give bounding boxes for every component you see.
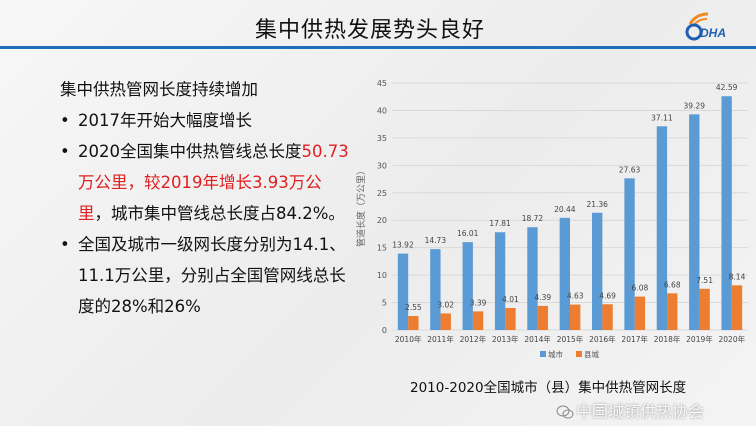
legend-swatch (540, 351, 546, 357)
bullet-item: • 2020全国集中供热管线总长度50.73万公里，较2019年增长3.93万公里… (60, 142, 349, 223)
data-label: 6.08 (632, 284, 649, 293)
bar-县城 (505, 307, 516, 330)
bar-县城 (634, 296, 646, 330)
data-label: 21.36 (586, 200, 608, 209)
bar-县城 (699, 288, 710, 330)
y-tick-label: 25 (377, 189, 387, 198)
data-label: 4.39 (534, 293, 551, 302)
data-label: 8.14 (729, 272, 746, 281)
x-tick-label: 2011年 (427, 334, 454, 344)
bar-城市 (527, 227, 538, 330)
bar-城市 (592, 212, 603, 330)
x-tick-label: 2018年 (654, 334, 681, 344)
x-tick-label: 2016年 (589, 334, 616, 344)
data-label: 39.29 (684, 101, 706, 110)
data-label: 27.63 (619, 165, 641, 174)
data-label: 3.02 (437, 300, 454, 309)
bar-城市 (559, 217, 570, 330)
bar-城市 (494, 232, 506, 330)
bar-县城 (602, 304, 613, 330)
x-tick-label: 2010年 (395, 334, 422, 344)
y-tick-label: 10 (377, 271, 387, 280)
summary-text: 集中供热管网长度持续增加 • 2017年开始大幅度增长 • 2020全国集中供热管线… (60, 74, 350, 322)
legend-swatch (576, 351, 582, 357)
y-tick-label: 5 (382, 299, 387, 308)
y-tick-label: 35 (377, 134, 387, 143)
bar-城市 (656, 126, 668, 330)
bar-县城 (731, 285, 743, 330)
y-axis-label: 管道长度（万公里） (355, 166, 367, 247)
svg-text:DHA: DHA (700, 26, 726, 40)
y-tick-label: 40 (377, 106, 387, 115)
data-label: 20.44 (554, 205, 576, 214)
data-label: 4.63 (567, 292, 584, 301)
y-tick-label: 15 (377, 244, 387, 253)
legend-label: 县城 (584, 350, 599, 359)
data-label: 13.92 (392, 241, 414, 250)
chart-title: 2010-2020全国城市（县）集中供热管网长度 (410, 380, 687, 396)
bar-城市 (430, 249, 441, 330)
bar-chart: 0 5 10 15 20 25 30 35 40 45 管道长度（万公里） 13.92 2.55 2010… (355, 79, 748, 359)
wechat-icon (556, 405, 574, 419)
bar-县城 (472, 311, 484, 330)
data-label: 42.59 (716, 83, 738, 92)
data-label: 17.81 (489, 219, 511, 228)
slide-title: 集中供热发展势头良好 (254, 18, 485, 43)
data-label: 7.51 (696, 276, 713, 285)
bar-城市 (721, 96, 732, 330)
data-label: 4.01 (502, 295, 519, 304)
watermark: 中国城镇供热协会 (576, 402, 705, 421)
data-label: 37.11 (651, 113, 673, 122)
x-tick-label: 2013年 (492, 334, 519, 344)
section-heading: 集中供热管网长度持续增加 (60, 80, 258, 99)
bar-县城 (570, 304, 581, 330)
bar-县城 (408, 316, 419, 330)
y-tick-label: 30 (377, 161, 387, 170)
data-label: 4.69 (599, 291, 616, 300)
y-tick-label: 45 (377, 79, 387, 88)
bar-城市 (689, 114, 700, 330)
y-tick-label: 20 (377, 216, 387, 225)
x-tick-label: 2020年 (719, 334, 746, 344)
x-tick-label: 2012年 (460, 334, 487, 344)
highlight-text: 50.73万公里，较2019年增长3.93万公里 (78, 142, 349, 223)
x-tick-label: 2014年 (524, 334, 551, 344)
x-tick-label: 2017年 (621, 334, 648, 344)
bullet-item: • 全国及城市一级网长度分别为14.1、11.1万公里，分别占全国管网线总长度的2… (60, 235, 346, 316)
cdha-logo: DHA (685, 12, 726, 41)
data-label: 2.55 (405, 303, 422, 312)
header-divider (0, 46, 756, 49)
bar-县城 (537, 305, 548, 330)
bar-城市 (397, 253, 409, 330)
legend-label: 城市 (548, 349, 563, 359)
data-label: 18.72 (522, 214, 544, 223)
bar-城市 (462, 242, 473, 330)
bar-县城 (667, 293, 678, 330)
data-label: 3.39 (470, 298, 487, 307)
bar-城市 (624, 178, 635, 330)
y-tick-label: 0 (382, 326, 387, 335)
x-tick-label: 2019年 (686, 334, 713, 344)
data-label: 16.01 (457, 229, 479, 238)
x-tick-label: 2015年 (557, 334, 584, 344)
bullet-item: • 2017年开始大幅度增长 (60, 111, 252, 130)
bar-县城 (440, 313, 451, 330)
data-label: 14.73 (425, 236, 447, 245)
data-label: 6.68 (664, 280, 681, 289)
